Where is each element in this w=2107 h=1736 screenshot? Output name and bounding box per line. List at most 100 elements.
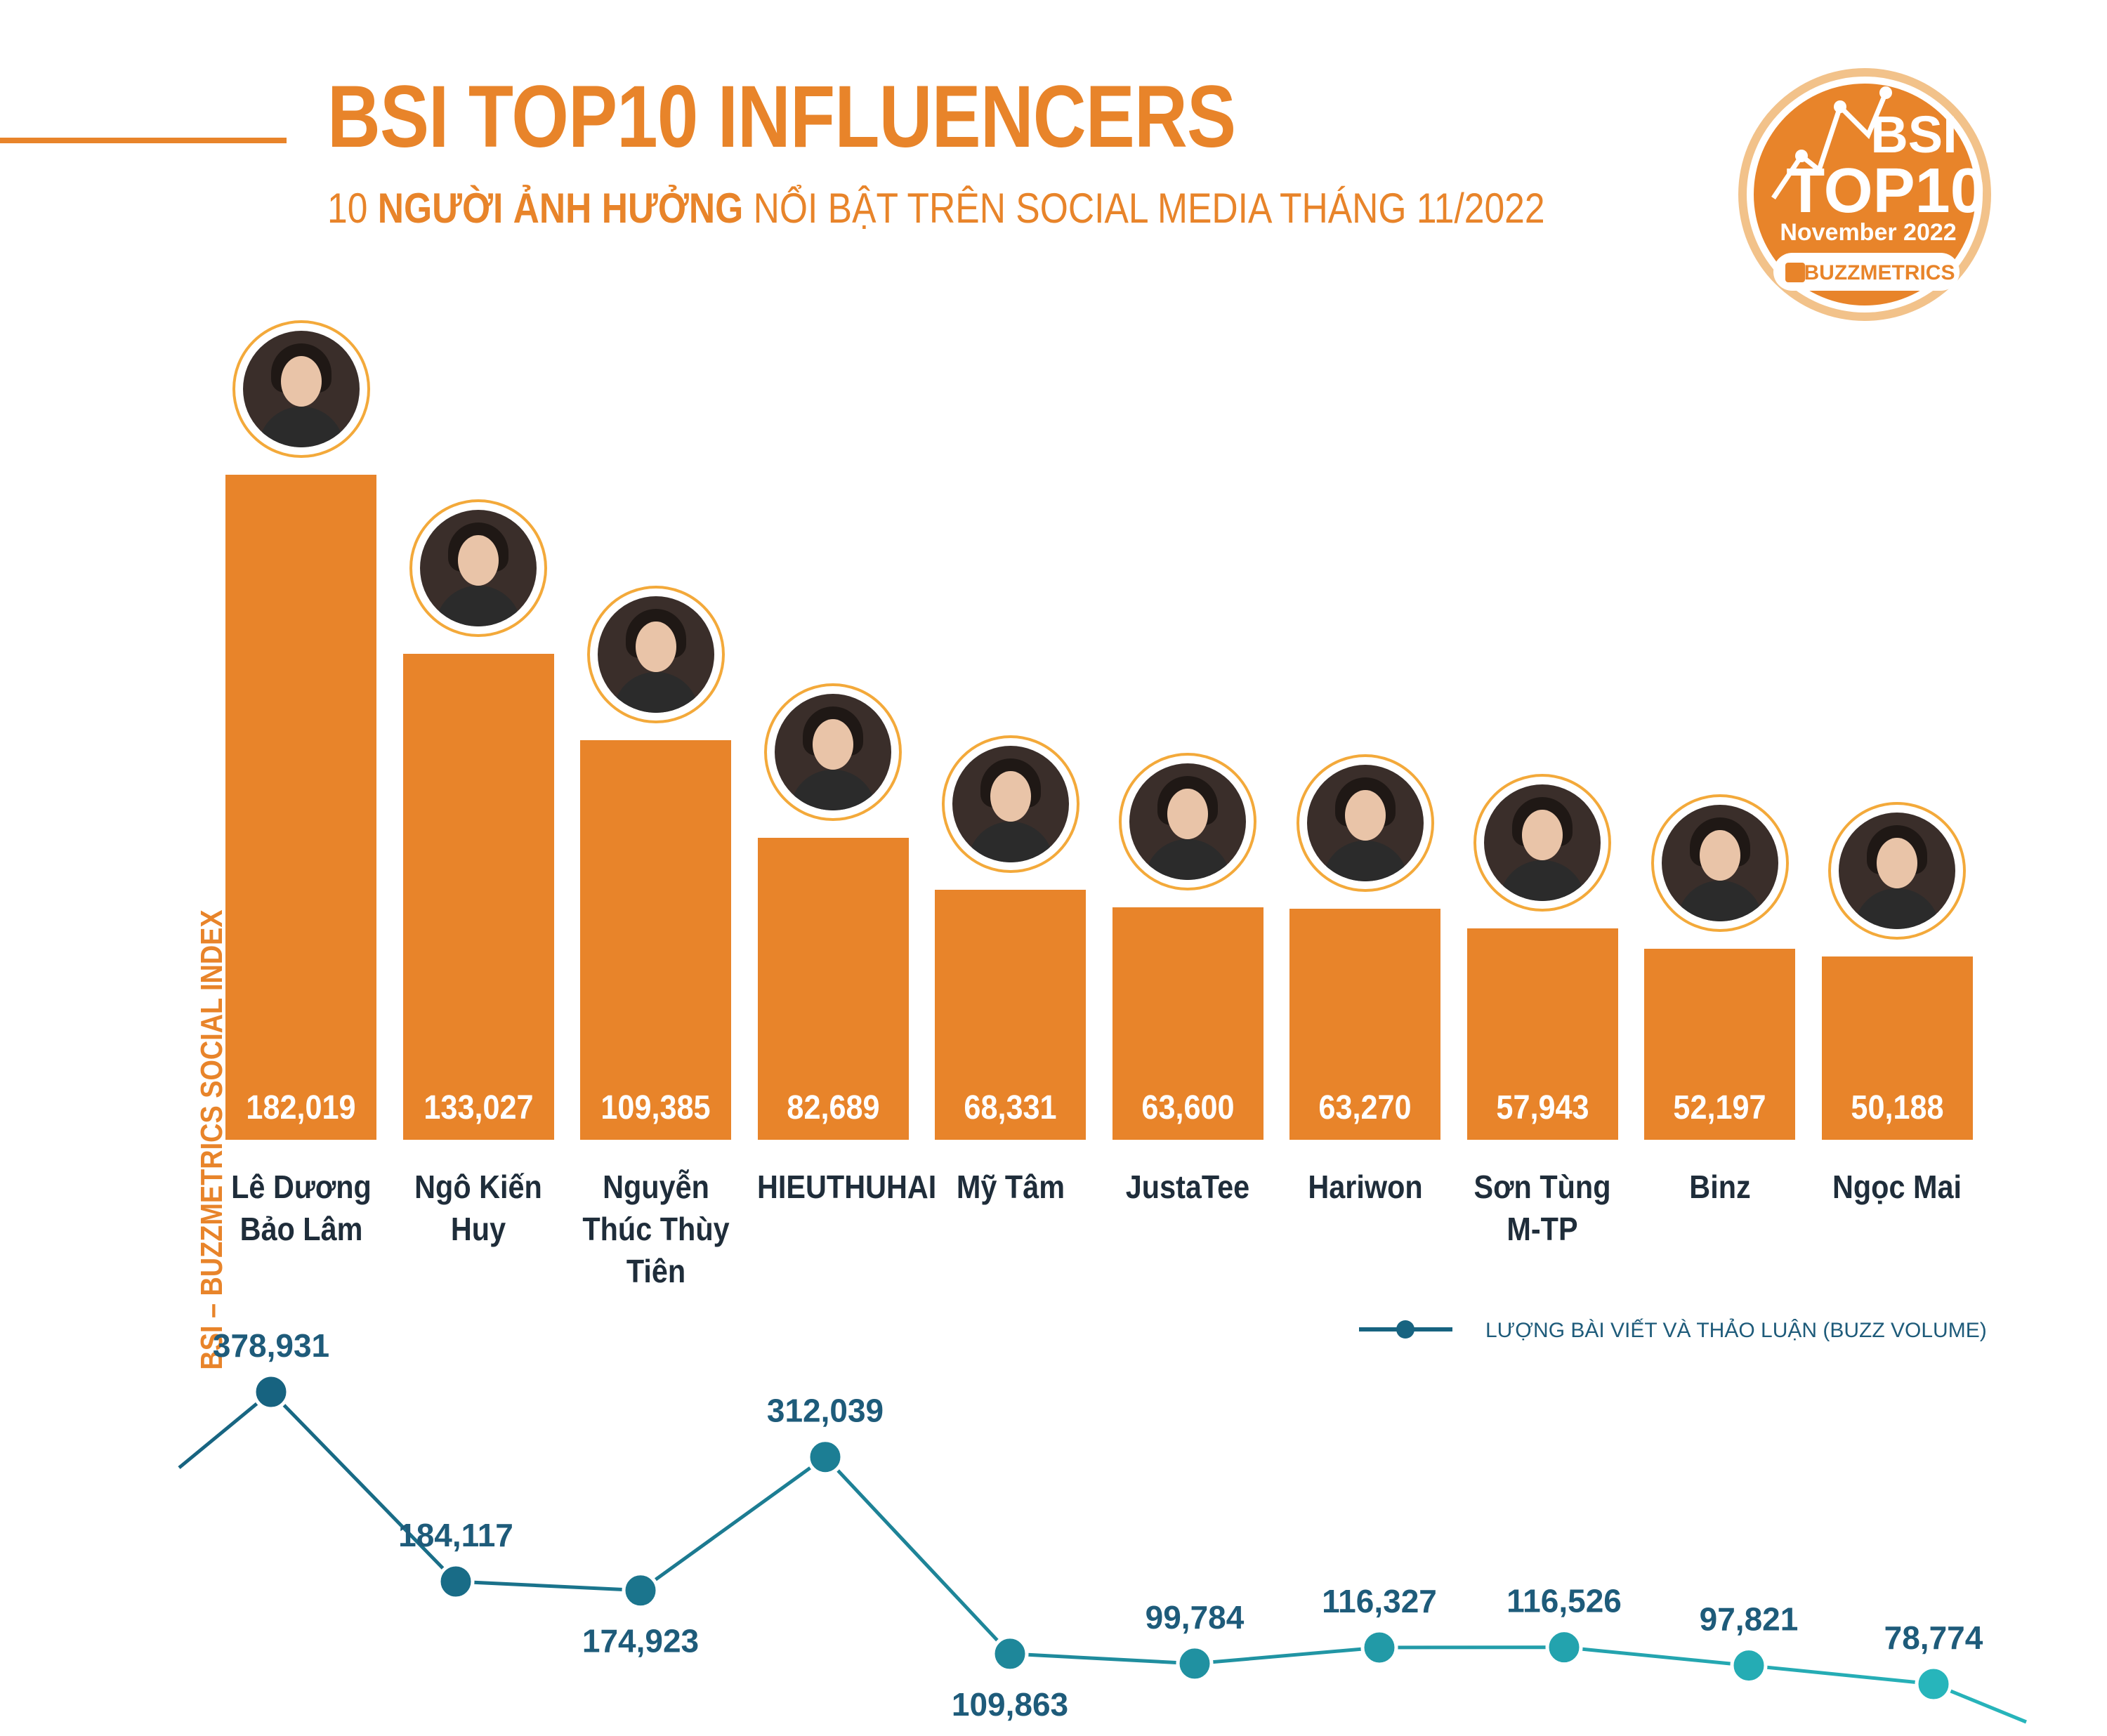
influencer-name: Sơn Tùng M-TP xyxy=(1473,1169,1611,1247)
buzz-volume-point xyxy=(622,1572,659,1610)
influencer-name: Nguyễn Thúc Thùy Tiên xyxy=(582,1169,730,1289)
buzz-volume-value-label: 174,923 xyxy=(582,1623,699,1659)
buzz-volume-value-label: 109,863 xyxy=(952,1686,1068,1723)
legend-label: LƯỢNG BÀI VIẾT VÀ THẢO LUẬN (BUZZ VOLUME… xyxy=(1485,1318,1987,1342)
buzz-volume-point xyxy=(991,1635,1029,1673)
badge-brand-icon xyxy=(1785,263,1805,282)
avatar-photo-placeholder xyxy=(597,596,714,713)
buzz-volume-point xyxy=(437,1563,475,1600)
bar: 68,331 xyxy=(935,890,1086,1140)
avatar-face-shape xyxy=(813,718,853,770)
buzz-volume-value-label: 184,117 xyxy=(398,1517,513,1553)
avatar-photo-placeholder xyxy=(775,693,891,810)
buzz-volume-value-label: 116,327 xyxy=(1322,1583,1437,1619)
avatar-face-shape xyxy=(1344,789,1386,841)
bar-value-label: 63,600 xyxy=(1141,1089,1235,1126)
bar: 82,689 xyxy=(757,837,909,1140)
avatar-face-shape xyxy=(1877,837,1917,888)
bar-value-label: 182,019 xyxy=(246,1089,356,1126)
influencer-avatar xyxy=(1119,753,1256,891)
legend-dot-marker xyxy=(1396,1320,1414,1339)
bar: 50,188 xyxy=(1821,956,1973,1140)
bar-value-label: 68,331 xyxy=(964,1089,1057,1126)
subtitle-suffix: NỔI BẬT TRÊN SOCIAL MEDIA THÁNG 11/2022 xyxy=(743,185,1545,232)
influencer-name: Binz xyxy=(1688,1169,1751,1205)
subtitle-prefix: 10 xyxy=(327,185,378,232)
buzz-volume-point xyxy=(252,1373,290,1411)
bar: 182,019 xyxy=(225,475,376,1140)
influencer-avatar xyxy=(1473,773,1611,912)
bar: 63,600 xyxy=(1112,907,1263,1140)
avatar-face-shape xyxy=(1699,830,1740,881)
buzz-volume-point xyxy=(1360,1629,1398,1666)
avatar-photo-placeholder xyxy=(952,746,1069,863)
badge-trend-dot xyxy=(1795,150,1808,162)
subtitle-bold: NGƯỜI ẢNH HƯỞNG xyxy=(377,185,744,232)
influencer-name: Lê Dương Bảo Lâm xyxy=(230,1169,372,1247)
influencer-avatar xyxy=(764,683,902,821)
bar-value-label: 63,270 xyxy=(1318,1089,1412,1126)
bar: 52,197 xyxy=(1644,949,1795,1140)
avatar-photo-placeholder xyxy=(1129,763,1246,881)
influencer-avatar xyxy=(1296,754,1434,892)
avatar-face-shape xyxy=(280,356,322,407)
page-subtitle: 10 NGƯỜI ẢNH HƯỞNG NỔI BẬT TRÊN SOCIAL M… xyxy=(327,184,1545,232)
influencer-name: HIEUTHUHAI xyxy=(757,1169,937,1205)
avatar-face-shape xyxy=(635,621,676,672)
bar: 63,270 xyxy=(1289,908,1440,1140)
avatar-face-shape xyxy=(458,534,499,586)
bar-value-label: 50,188 xyxy=(1850,1089,1944,1126)
badge-month-text: November 2022 xyxy=(1780,219,1956,246)
buzz-volume-value-label: 97,821 xyxy=(1700,1601,1799,1638)
avatar-face-shape xyxy=(1167,789,1208,840)
badge-brand-text: BUZZMETRICS xyxy=(1804,261,1955,284)
influencer-avatar xyxy=(1650,794,1789,933)
buzz-volume-value-label: 378,931 xyxy=(213,1327,329,1364)
avatar-face-shape xyxy=(1522,809,1563,860)
avatar-photo-placeholder xyxy=(1484,784,1601,901)
buzz-volume-value-label: 116,526 xyxy=(1507,1583,1622,1619)
badge-top10-text: TOP10 xyxy=(1786,156,1985,226)
avatar-photo-placeholder xyxy=(1839,812,1955,929)
bar-value-label: 52,197 xyxy=(1673,1089,1766,1126)
bar-value-label: 133,027 xyxy=(423,1089,534,1126)
buzz-volume-value-label: 99,784 xyxy=(1146,1599,1245,1636)
influencer-name: JustaTee xyxy=(1125,1169,1250,1205)
bar: 133,027 xyxy=(402,653,554,1140)
buzz-volume-point xyxy=(1730,1647,1768,1685)
page-title: BSI TOP10 INFLUENCERS xyxy=(327,68,1236,166)
avatar-photo-placeholder xyxy=(242,331,360,447)
bar-value-label: 57,943 xyxy=(1495,1089,1589,1126)
badge-bsi-text: BSI xyxy=(1870,105,1957,164)
bsi-top10-badge: BSI TOP10 November 2022 BUZZMETRICS xyxy=(1738,68,1991,321)
buzz-volume-value-label: 312,039 xyxy=(767,1393,884,1429)
avatar-face-shape xyxy=(990,771,1031,822)
badge-trend-dot xyxy=(1879,86,1892,99)
buzz-volume-point xyxy=(806,1438,844,1476)
influencer-avatar xyxy=(409,499,547,637)
influencer-avatar xyxy=(1828,801,1966,940)
bar-value-label: 109,385 xyxy=(600,1089,711,1126)
influencer-name: Mỹ Tâm xyxy=(956,1169,1065,1205)
bar-value-label: 82,689 xyxy=(786,1089,880,1126)
buzz-volume-point xyxy=(1915,1665,1952,1703)
buzz-volume-point xyxy=(1176,1645,1214,1683)
title-decoration-line xyxy=(0,138,287,143)
badge-brand-pill xyxy=(1773,253,1960,291)
influencer-name: Ngô Kiến Huy xyxy=(414,1169,542,1247)
avatar-photo-placeholder xyxy=(1661,805,1778,922)
line-legend: LƯỢNG BÀI VIẾT VÀ THẢO LUẬN (BUZZ VOLUME… xyxy=(1359,1318,1987,1342)
influencer-avatar xyxy=(586,585,725,723)
avatar-photo-placeholder xyxy=(1306,764,1424,881)
influencer-avatar xyxy=(941,735,1079,874)
bar: 57,943 xyxy=(1466,928,1618,1140)
buzz-volume-value-label: 78,774 xyxy=(1884,1619,1983,1656)
influencer-name: Hariwon xyxy=(1307,1169,1423,1205)
buzz-volume-line xyxy=(178,1389,2027,1724)
influencer-name: Ngọc Mai xyxy=(1832,1169,1962,1205)
badge-trend-dot xyxy=(1834,100,1846,113)
